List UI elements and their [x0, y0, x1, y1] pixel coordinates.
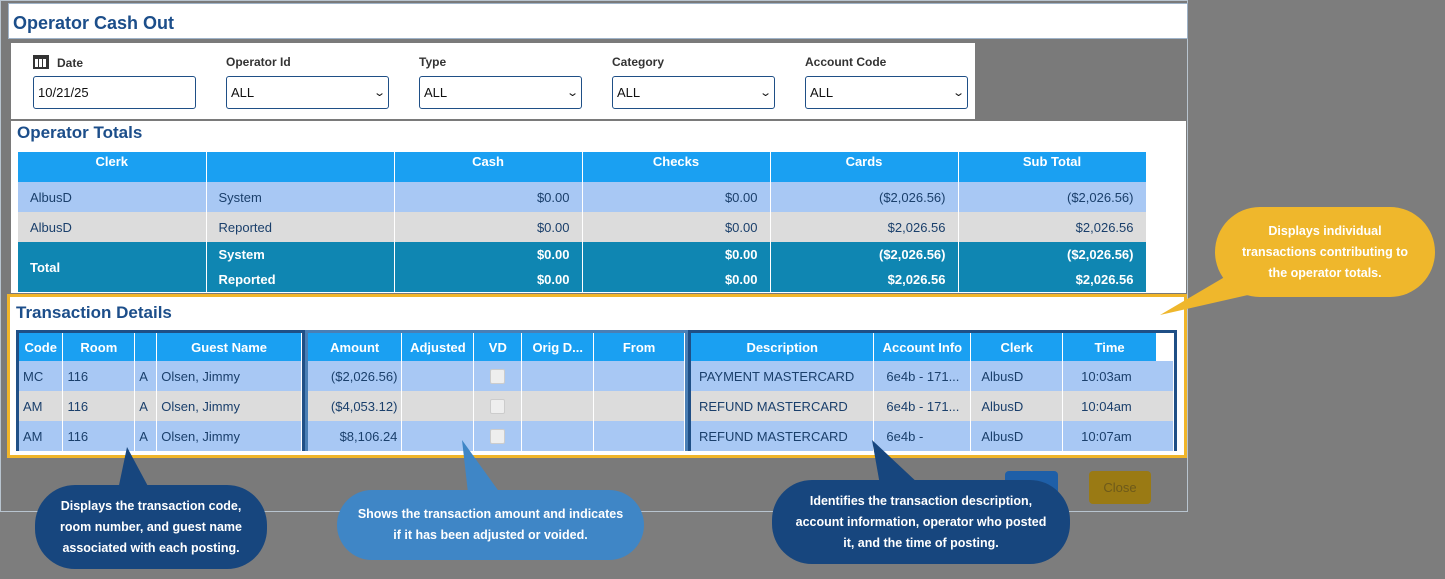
date-label: Date — [57, 56, 84, 70]
col-checks[interactable]: Checks — [582, 152, 771, 182]
date-input[interactable]: 10/21/25 — [33, 76, 196, 109]
callout-amount: Shows the transaction amount and indicat… — [337, 490, 644, 560]
close-button[interactable]: Close — [1089, 471, 1151, 504]
type-filter: Type ALL ⌄ — [419, 55, 582, 109]
table-row[interactable]: AM 116 A Olsen, Jimmy — [19, 421, 302, 451]
amount-columns-group: Amount Adjusted VD Orig D... From ($2,02… — [305, 330, 688, 451]
col-vd[interactable]: VD — [473, 333, 523, 361]
account-code-filter: Account Code ALL ⌄ — [805, 55, 968, 109]
left-callout-pointer — [118, 447, 150, 490]
col-adjusted[interactable]: Adjusted — [401, 333, 475, 361]
operator-id-label: Operator Id — [226, 55, 291, 69]
transaction-details-heading: Transaction Details — [16, 303, 172, 322]
account-code-label: Account Code — [805, 55, 887, 69]
col-clerk[interactable]: Clerk — [970, 333, 1064, 361]
callout-identity: Displays the transaction code, room numb… — [35, 485, 267, 569]
callout-transactions: Displays individual transactions contrib… — [1215, 207, 1435, 297]
operator-id-filter: Operator Id ALL ⌄ — [226, 55, 389, 109]
total-row-system: Total System $0.00 $0.00 ($2,026.56) ($2… — [18, 242, 1147, 292]
date-filter: Date 10/21/25 — [33, 55, 196, 109]
col-account-info[interactable]: Account Info — [873, 333, 972, 361]
table-row[interactable]: AM 116 A Olsen, Jimmy — [19, 391, 302, 421]
table-row[interactable]: REFUND MASTERCARD 6e4b - 171... AlbusD 1… — [691, 391, 1174, 421]
col-clerk[interactable]: Clerk — [18, 152, 207, 182]
total-row-reported: Reported $0.00 $0.00 $2,026.56 $2,026.56 — [18, 267, 1147, 292]
type-select[interactable]: ALL ⌄ — [419, 76, 582, 109]
col-subtotal[interactable]: Sub Total — [958, 152, 1147, 182]
operator-id-select[interactable]: ALL ⌄ — [226, 76, 389, 109]
col-room[interactable]: Room — [62, 333, 136, 361]
scrollbar-track[interactable] — [1156, 333, 1174, 361]
col-guest-name[interactable]: Guest Name — [156, 333, 302, 361]
middle-callout-pointer — [462, 440, 500, 493]
category-label: Category — [612, 55, 665, 69]
col-description[interactable]: Description — [691, 333, 875, 361]
chevron-down-icon: ⌄ — [951, 87, 965, 99]
description-table: Description Account Info Clerk Time PAYM… — [691, 333, 1174, 451]
chevron-down-icon: ⌄ — [372, 87, 386, 99]
table-row[interactable]: ($4,053.12) — [308, 391, 685, 421]
account-code-select[interactable]: ALL ⌄ — [805, 76, 968, 109]
void-checkbox[interactable] — [490, 369, 506, 385]
totals-header-row: Clerk Cash Checks Cards Sub Total — [18, 152, 1147, 182]
col-kind[interactable] — [206, 152, 395, 182]
operator-totals-panel: Operator Totals Clerk Cash Checks Cards … — [11, 121, 1186, 293]
table-row[interactable]: ($2,026.56) — [308, 361, 685, 391]
description-columns-group: Description Account Info Clerk Time PAYM… — [688, 330, 1177, 451]
col-code[interactable]: Code — [19, 333, 64, 361]
filter-bar: Date 10/21/25 Operator Id ALL ⌄ Type ALL ⌄… — [11, 43, 975, 119]
col-from[interactable]: From — [593, 333, 685, 361]
page-title: Operator Cash Out — [13, 13, 175, 33]
table-row[interactable]: PAYMENT MASTERCARD 6e4b - 171... AlbusD … — [691, 361, 1174, 391]
transaction-details-panel: Transaction Details Code Room Guest Name… — [7, 294, 1187, 458]
table-row[interactable]: REFUND MASTERCARD 6e4b - AlbusD 10:07am — [691, 421, 1174, 451]
table-row[interactable]: AlbusD System $0.00 $0.00 ($2,026.56) ($… — [18, 182, 1147, 212]
table-row[interactable]: $8,106.24 — [308, 421, 685, 451]
operator-totals-table: Clerk Cash Checks Cards Sub Total AlbusD… — [18, 152, 1147, 292]
table-row[interactable]: MC 116 A Olsen, Jimmy — [19, 361, 302, 391]
col-cash[interactable]: Cash — [394, 152, 583, 182]
identity-columns-group: Code Room Guest Name MC 116 A Olsen, Jim… — [16, 330, 305, 451]
type-label: Type — [419, 55, 447, 69]
void-checkbox[interactable] — [490, 429, 506, 445]
cash-out-dialog: Operator Cash Out Date 10/21/25 Operator… — [0, 0, 1188, 512]
callout-description: Identifies the transaction description, … — [772, 480, 1070, 564]
col-cards[interactable]: Cards — [770, 152, 959, 182]
col-flag[interactable] — [134, 333, 158, 361]
amount-table: Amount Adjusted VD Orig D... From ($2,02… — [308, 333, 685, 451]
category-select[interactable]: ALL ⌄ — [612, 76, 775, 109]
void-checkbox[interactable] — [490, 399, 506, 415]
chevron-down-icon: ⌄ — [758, 87, 772, 99]
chevron-down-icon: ⌄ — [565, 87, 579, 99]
total-label: Total — [18, 242, 207, 292]
operator-totals-heading: Operator Totals — [17, 123, 143, 142]
right-callout-pointer — [872, 440, 920, 485]
identity-table: Code Room Guest Name MC 116 A Olsen, Jim… — [19, 333, 302, 451]
title-bar: Operator Cash Out — [8, 3, 1188, 39]
col-time[interactable]: Time — [1062, 333, 1157, 361]
col-orig-date[interactable]: Orig D... — [521, 333, 595, 361]
col-amount[interactable]: Amount — [308, 333, 403, 361]
category-filter: Category ALL ⌄ — [612, 55, 775, 109]
calendar-icon[interactable] — [33, 55, 49, 69]
table-row[interactable]: AlbusD Reported $0.00 $0.00 $2,026.56 $2… — [18, 212, 1147, 242]
